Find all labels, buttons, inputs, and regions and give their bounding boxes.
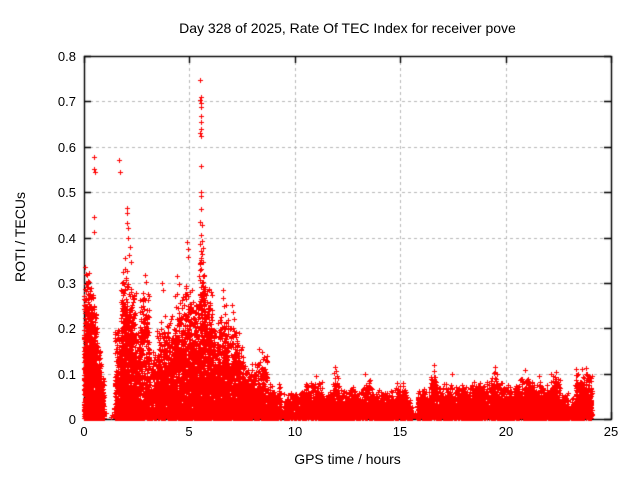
chart-title: Day 328 of 2025, Rate Of TEC Index for r… xyxy=(179,20,516,36)
y-tick-label: 0.3 xyxy=(57,276,76,291)
y-tick-label: 0.2 xyxy=(57,321,76,336)
y-tick-label: 0.5 xyxy=(57,185,76,200)
x-tick-label: 0 xyxy=(80,424,88,439)
y-tick-label: 0.7 xyxy=(57,94,76,109)
x-tick-label: 20 xyxy=(498,424,514,439)
y-tick-label: 0.4 xyxy=(57,231,76,246)
x-tick-label: 10 xyxy=(287,424,303,439)
y-tick-label: 0.8 xyxy=(57,49,76,64)
y-tick-label: 0.1 xyxy=(57,367,76,382)
y-tick-label: 0.6 xyxy=(57,140,76,155)
x-axis-label: GPS time / hours xyxy=(294,451,401,467)
x-tick-label: 15 xyxy=(392,424,408,439)
y-tick-label: 0 xyxy=(68,412,76,427)
x-tick-label: 5 xyxy=(185,424,193,439)
x-tick-label: 25 xyxy=(603,424,619,439)
